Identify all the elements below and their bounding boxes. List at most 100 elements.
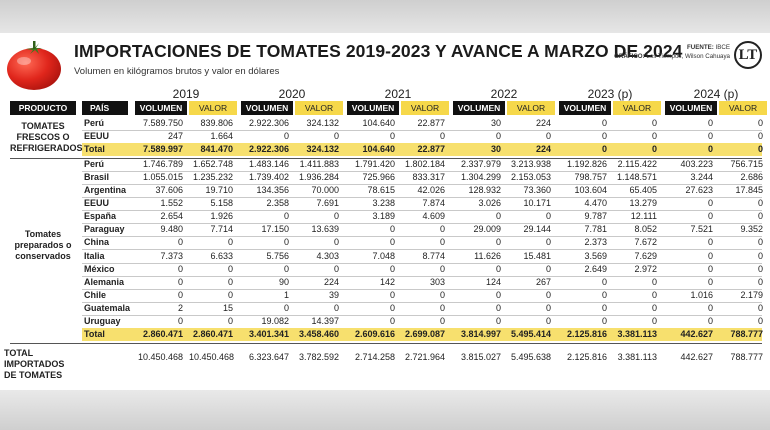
- table-cell: 3.238: [372, 198, 395, 209]
- table-cell: 9.787: [584, 211, 607, 222]
- table-cell: 0: [283, 302, 289, 313]
- table-cell: 0: [601, 276, 607, 287]
- table-cell: 0: [389, 315, 395, 326]
- table-cell: 1.411.883: [299, 159, 339, 170]
- country-label: EEUU: [84, 198, 110, 209]
- table-cell: 788.777: [730, 351, 763, 362]
- table-cell: 2.860.471: [142, 328, 183, 339]
- product-label: TOMATES FRESCOS O REFRIGERADOS: [10, 121, 83, 154]
- table-cell: 0: [707, 198, 713, 209]
- country-label: Chile: [84, 289, 107, 300]
- table-cell: 0: [757, 263, 763, 274]
- volumen-header: VOLUMEN: [665, 101, 717, 115]
- year-header: 2023 (p): [587, 87, 633, 101]
- table-cell: 17.845: [735, 185, 763, 196]
- grafico-value: Los Tiempos, Wilson Cahuaya: [646, 53, 730, 60]
- table-cell: 324.132: [306, 118, 339, 128]
- table-cell: 3.814.997: [460, 328, 501, 339]
- table-cell: 0: [601, 315, 607, 326]
- country-label: Paraguay: [84, 224, 125, 235]
- table-cell: 0: [651, 315, 657, 326]
- table-cell: 0: [177, 237, 183, 248]
- table-cell: 0: [545, 315, 551, 326]
- table-cell: 1.746.789: [142, 159, 183, 170]
- country-label: China: [84, 237, 110, 248]
- table-cell: 1.055.015: [142, 172, 183, 183]
- table-cell: 3.381.113: [617, 351, 657, 362]
- table-cell: 0: [707, 237, 713, 248]
- table-cell: 0: [389, 131, 395, 142]
- table-cell: 3.244: [690, 172, 713, 183]
- table-cell: 0: [651, 302, 657, 313]
- table-cell: 2.721.964: [404, 351, 445, 362]
- table-cell: 0: [333, 131, 339, 142]
- table-cell: 7.373: [160, 250, 183, 261]
- table-cell: 14.397: [311, 315, 339, 326]
- valor-header: VALOR: [189, 101, 237, 115]
- table-cell: 10.171: [523, 198, 551, 209]
- volumen-header: VOLUMEN: [241, 101, 293, 115]
- table-cell: 0: [651, 118, 657, 128]
- table-cell: 224: [535, 144, 551, 155]
- total-label: Total: [84, 328, 105, 339]
- table-cell: 104.640: [362, 118, 395, 128]
- section-divider: [10, 342, 762, 344]
- table-cell: 3.026: [478, 198, 501, 209]
- table-cell: 90: [278, 276, 289, 287]
- table-cell: 2.337.979: [460, 159, 501, 170]
- table-cell: 10.450.468: [137, 351, 183, 362]
- row-divider: [82, 314, 762, 316]
- table-cell: 2.115.422: [617, 159, 657, 170]
- table-cell: 0: [545, 289, 551, 300]
- table-cell: 103.604: [574, 185, 607, 196]
- table-cell: 1.192.826: [566, 159, 607, 170]
- table-cell: 756.715: [730, 159, 763, 170]
- table-cell: 1.552: [160, 198, 183, 209]
- table-cell: 0: [389, 289, 395, 300]
- table-cell: 224: [323, 276, 339, 287]
- row-divider: [82, 275, 762, 277]
- table-cell: 29.009: [473, 224, 501, 235]
- table-cell: 2.373: [584, 237, 607, 248]
- table-cell: 2.972: [634, 263, 657, 274]
- total-row-highlight: [82, 143, 762, 157]
- table-cell: 0: [757, 250, 763, 261]
- table-cell: 78.615: [367, 185, 395, 196]
- table-cell: 7.691: [316, 198, 339, 209]
- table-cell: 0: [389, 224, 395, 235]
- table-cell: 2.860.471: [192, 328, 233, 339]
- country-label: España: [84, 211, 117, 222]
- table-cell: 0: [495, 302, 501, 313]
- table-cell: 6.323.647: [248, 351, 289, 362]
- row-divider: [82, 171, 762, 173]
- table-cell: 37.606: [155, 185, 183, 196]
- volumen-header: VOLUMEN: [347, 101, 399, 115]
- table-cell: 0: [495, 211, 501, 222]
- table-cell: 833.317: [412, 172, 445, 183]
- table-cell: 0: [601, 118, 607, 128]
- table-cell: 7.874: [422, 198, 445, 209]
- product-label: Tomates preparados o conservados: [14, 228, 72, 261]
- table-cell: 3.401.341: [248, 328, 289, 339]
- table-cell: 3.381.113: [617, 328, 657, 339]
- table-cell: 0: [227, 263, 233, 274]
- table-cell: 0: [495, 289, 501, 300]
- row-divider: [82, 223, 762, 225]
- table-cell: 4.303: [316, 250, 339, 261]
- table-cell: 0: [601, 131, 607, 142]
- table-cell: 0: [333, 263, 339, 274]
- table-cell: 0: [707, 276, 713, 287]
- country-label: Perú: [84, 159, 105, 170]
- table-cell: 4.609: [422, 211, 445, 222]
- table-cell: 7.714: [210, 224, 233, 235]
- table-cell: 788.777: [730, 328, 763, 339]
- table-cell: 1.016: [690, 289, 713, 300]
- table-cell: 0: [227, 237, 233, 248]
- row-divider: [82, 130, 762, 131]
- table-cell: 5.495.638: [510, 351, 551, 362]
- table-cell: 324.132: [306, 144, 339, 155]
- table-cell: 0: [757, 302, 763, 313]
- row-divider: [82, 288, 762, 290]
- table-cell: 0: [333, 211, 339, 222]
- table-cell: 0: [333, 237, 339, 248]
